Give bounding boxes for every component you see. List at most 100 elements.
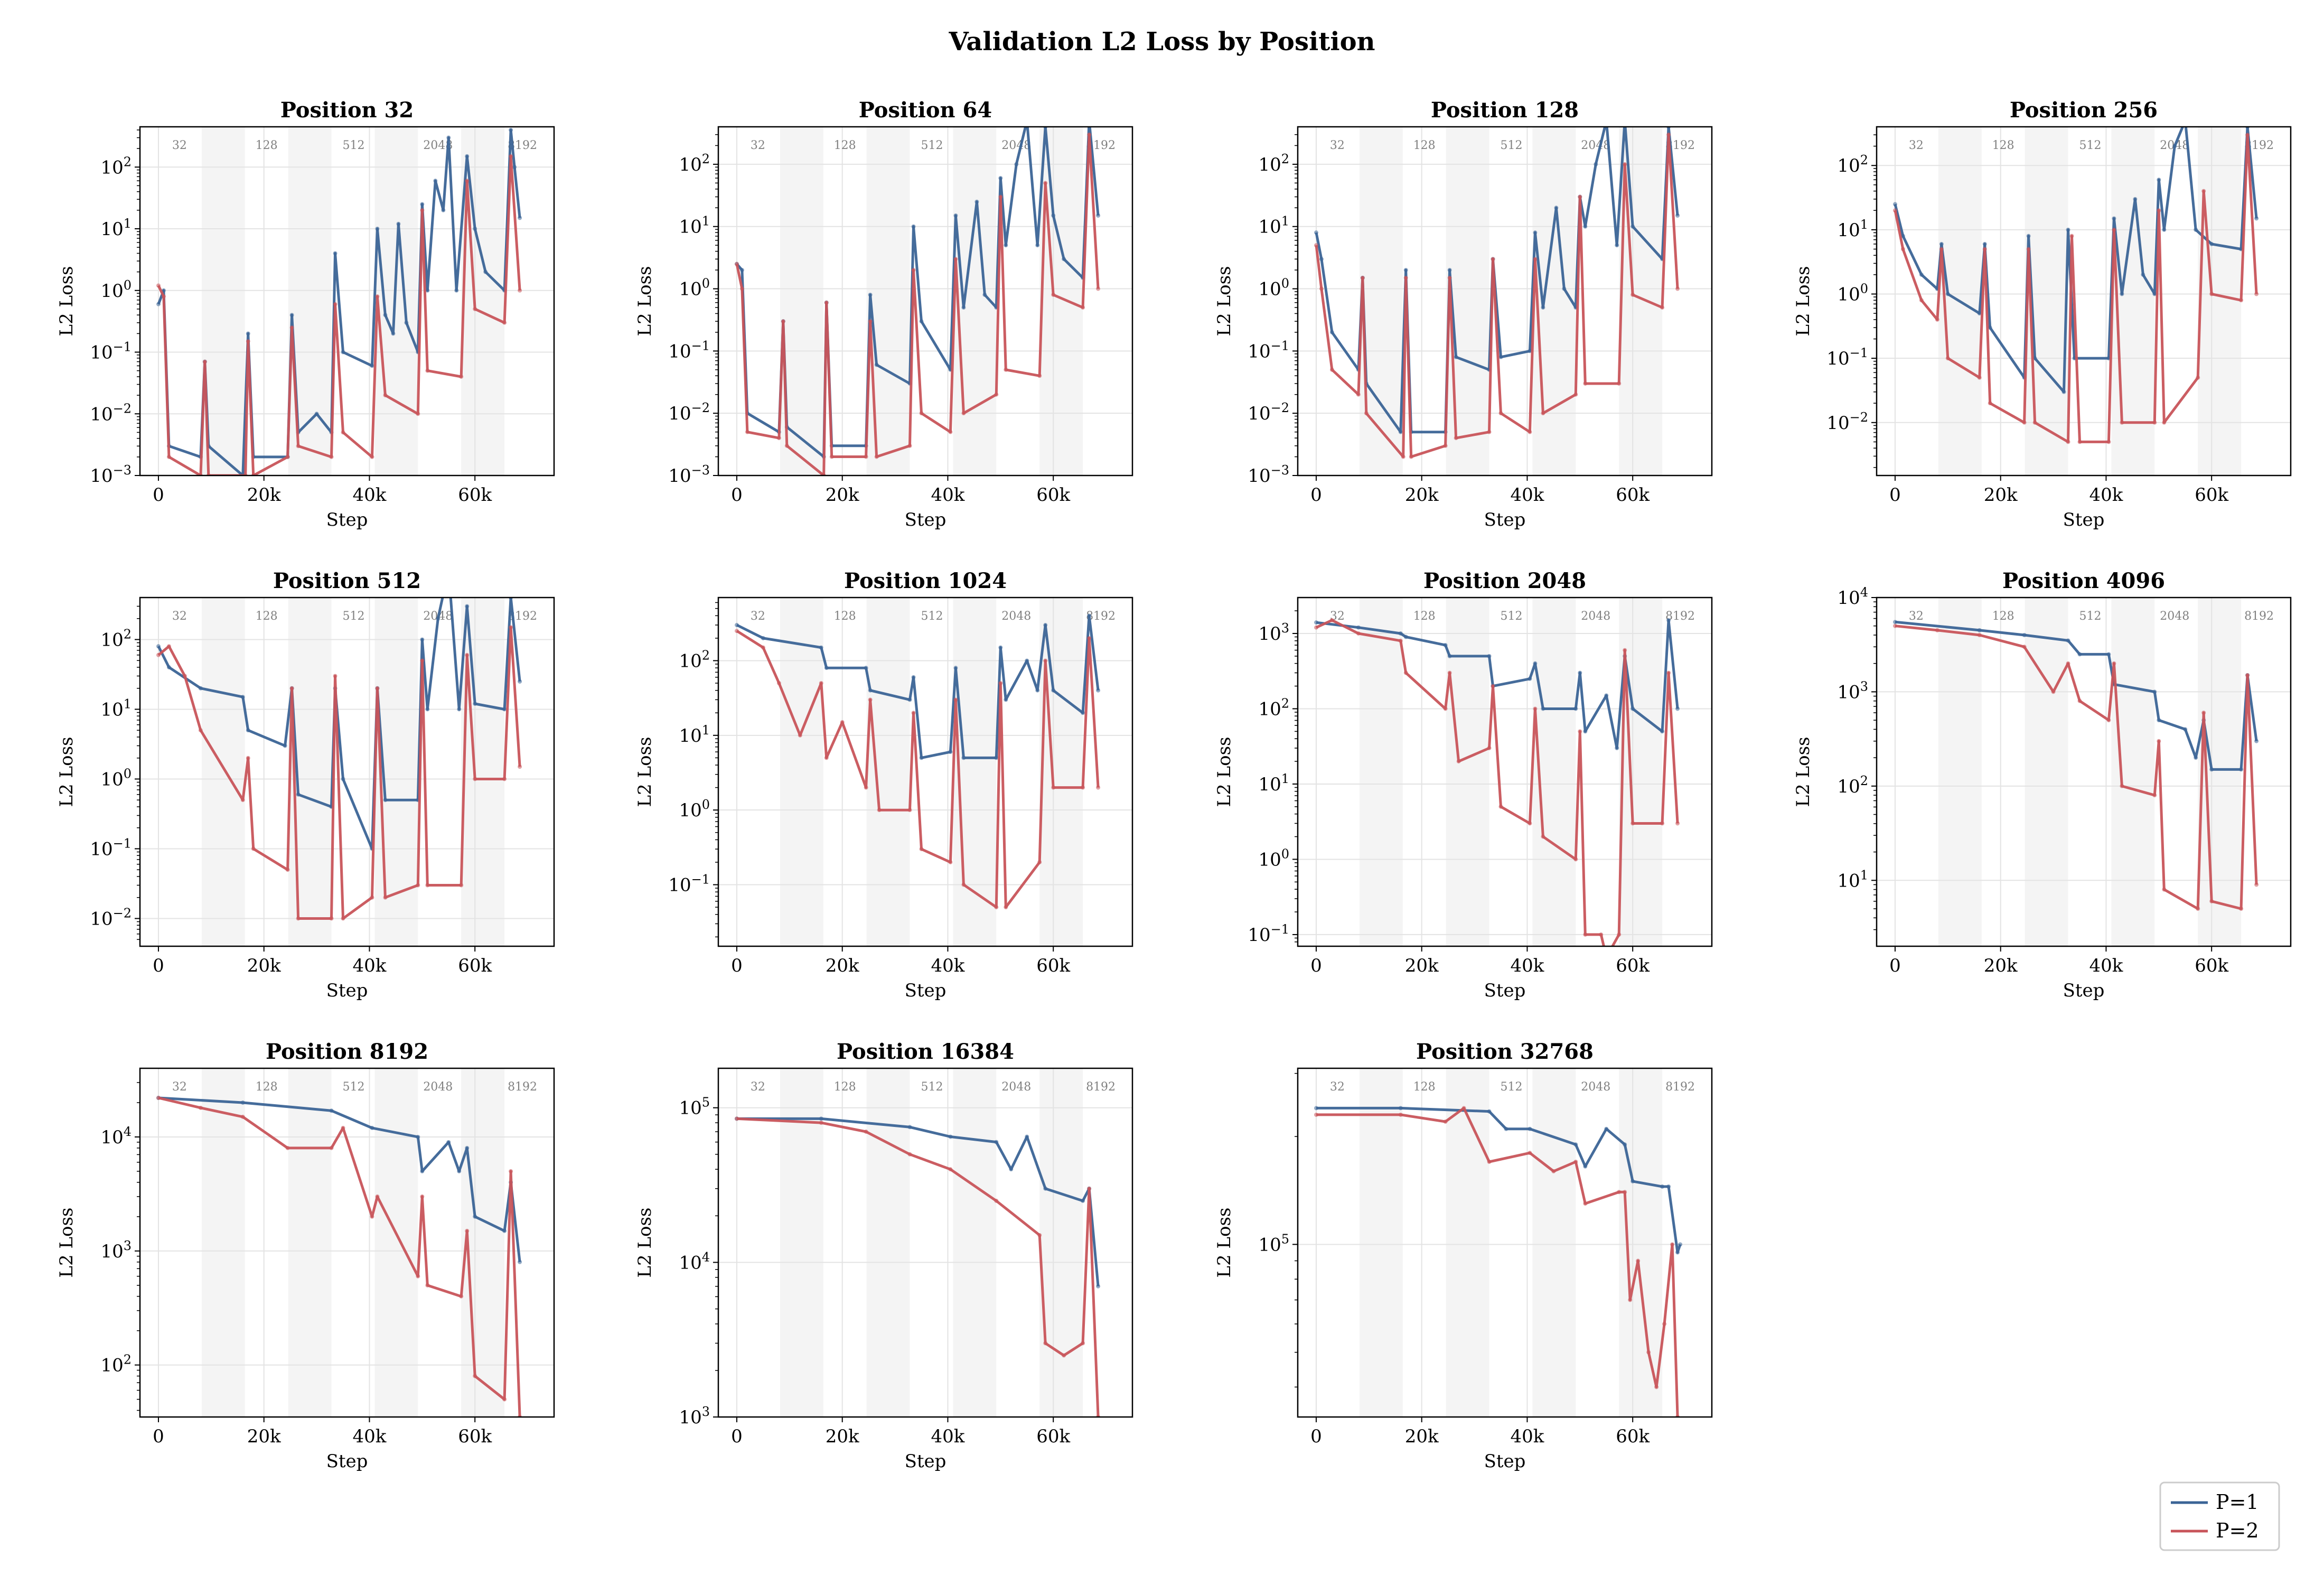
phase-band	[953, 1068, 997, 1417]
data-point	[441, 208, 446, 212]
data-point	[1623, 648, 1627, 652]
data-point	[420, 208, 425, 212]
data-point	[1043, 181, 1048, 185]
data-point	[994, 1198, 999, 1203]
data-point	[1004, 367, 1008, 372]
x-tick-label: 60k	[2195, 484, 2228, 506]
data-point	[1528, 430, 1532, 434]
data-point	[911, 268, 916, 273]
phase-label: 512	[342, 139, 364, 152]
y-axis-label: L2 Loss	[634, 266, 655, 337]
data-point	[2254, 292, 2259, 296]
data-point	[1533, 661, 1538, 666]
phase-label: 128	[1992, 139, 2014, 152]
data-point	[1892, 208, 1897, 213]
phase-label: 2048	[1581, 1080, 1610, 1094]
data-point	[1096, 1284, 1101, 1289]
data-point	[1675, 213, 1680, 218]
data-point	[1660, 729, 1665, 734]
phase-band	[1039, 127, 1083, 476]
y-axis-label: L2 Loss	[56, 1208, 77, 1278]
data-point	[446, 1140, 451, 1144]
data-point	[502, 1228, 507, 1233]
data-point	[994, 905, 999, 910]
data-point	[1675, 1250, 1680, 1255]
phase-label: 512	[342, 610, 364, 623]
x-tick-label: 0	[153, 484, 164, 506]
data-point	[1043, 623, 1048, 628]
data-point	[1398, 631, 1403, 636]
x-axis-label: Step	[905, 1451, 947, 1472]
data-point	[1977, 633, 1982, 638]
series-group	[1892, 127, 2259, 444]
data-point	[416, 1134, 420, 1139]
data-point	[1487, 654, 1492, 658]
data-point	[1528, 676, 1532, 681]
data-point	[473, 1374, 477, 1378]
phase-band	[1532, 127, 1576, 476]
data-point	[1982, 241, 1987, 246]
data-point	[420, 202, 425, 207]
data-point	[329, 454, 334, 459]
subplot-title: Position 256	[2010, 98, 2158, 123]
data-point	[446, 135, 451, 140]
data-point	[240, 798, 245, 803]
data-point	[1573, 392, 1578, 397]
data-point	[459, 883, 464, 888]
x-tick-label: 40k	[1511, 484, 1544, 506]
data-point	[919, 847, 924, 852]
data-point	[433, 179, 438, 183]
data-point	[314, 412, 319, 416]
data-point	[396, 221, 401, 226]
data-point	[961, 882, 966, 887]
data-point	[1447, 654, 1452, 658]
data-point	[502, 707, 507, 712]
x-tick-label: 0	[153, 955, 164, 976]
data-point	[761, 636, 765, 640]
data-point	[166, 454, 171, 459]
series-line-p1	[157, 128, 521, 476]
phase-band	[1446, 598, 1489, 946]
data-point	[1900, 247, 1905, 251]
data-point	[296, 792, 301, 797]
data-point	[1035, 688, 1040, 693]
data-point	[776, 436, 781, 441]
series-line-p2	[736, 1117, 1100, 1417]
x-tick-label: 0	[731, 955, 743, 976]
data-point	[283, 743, 287, 748]
data-point	[1528, 821, 1532, 826]
data-point	[1456, 759, 1461, 764]
data-point	[2152, 292, 2157, 296]
phase-label: 128	[1992, 610, 2014, 623]
data-point	[1562, 286, 1567, 291]
x-tick-label: 40k	[353, 484, 387, 506]
data-point	[868, 697, 873, 702]
phase-label: 32	[751, 1080, 765, 1094]
data-point	[1398, 638, 1403, 643]
subplot-title: Position 4096	[2002, 568, 2165, 593]
x-tick-label: 20k	[826, 484, 859, 506]
phase-band	[2025, 598, 2068, 946]
data-point	[1636, 1258, 1641, 1263]
phase-label: 8192	[2244, 610, 2274, 623]
x-tick-label: 40k	[1511, 955, 1544, 976]
series-group	[734, 613, 1101, 910]
data-point	[1573, 857, 1578, 862]
data-point	[2026, 234, 2031, 238]
data-point	[1443, 706, 1448, 711]
data-point	[2066, 227, 2070, 232]
axes-frame	[1297, 596, 1713, 947]
data-point	[473, 227, 477, 231]
legend-label-p2: P=2	[2216, 1519, 2259, 1542]
y-axis-label: L2 Loss	[1214, 266, 1235, 337]
phase-band	[866, 1068, 910, 1417]
data-point	[1630, 706, 1635, 711]
data-point	[1541, 834, 1545, 839]
data-point	[1615, 243, 1619, 248]
data-point	[2106, 718, 2111, 723]
phase-band	[953, 598, 997, 946]
data-point	[761, 645, 765, 650]
y-tick-label: 101	[1837, 217, 1868, 241]
data-point	[1447, 268, 1452, 273]
